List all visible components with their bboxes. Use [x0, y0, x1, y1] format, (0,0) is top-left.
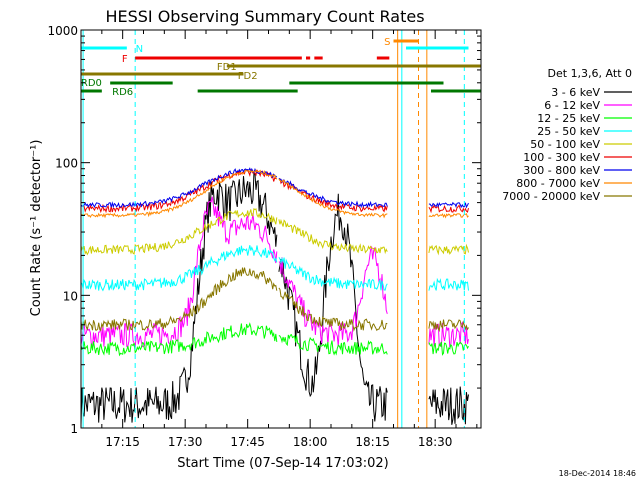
series-trace — [80, 245, 469, 292]
y-tick-label: 1000 — [47, 24, 78, 38]
y-tick-label: 1 — [70, 422, 78, 436]
series-trace — [80, 196, 469, 349]
y-tick-label: 10 — [63, 289, 78, 303]
y-tick-label: 100 — [55, 157, 78, 171]
legend-label: 12 - 25 keV — [537, 112, 600, 125]
x-tick-label: 17:30 — [168, 435, 203, 449]
flag-label: RD6 — [112, 87, 133, 98]
y-axis-label: Count Rate (s⁻¹ detector⁻¹) — [29, 140, 44, 317]
legend-label: 50 - 100 keV — [530, 138, 600, 151]
legend-label: 100 - 300 keV — [523, 151, 600, 164]
legend-label: 6 - 12 keV — [544, 99, 600, 112]
legend-label: 3 - 6 keV — [551, 86, 600, 99]
chart-title: HESSI Observing Summary Count Rates — [105, 7, 424, 26]
footer-date: 18-Dec-2014 18:46 — [559, 469, 636, 478]
series-trace — [80, 172, 469, 425]
plot-data-area — [80, 167, 469, 425]
x-tick-label: 18:00 — [293, 435, 328, 449]
x-tick-label: 18:30 — [418, 435, 453, 449]
legend-label: 800 - 7000 keV — [516, 177, 600, 190]
series-trace — [80, 169, 469, 219]
legend-title: Det 1,3,6, Att 0 — [548, 67, 632, 80]
flag-label: FD2 — [238, 71, 258, 82]
series-trace — [80, 167, 469, 209]
x-tick-label: 17:45 — [230, 435, 265, 449]
legend-label: 7000 - 20000 keV — [502, 190, 600, 203]
plot-axes: 17:15 17:30 17:45 18:00 18:15 18:30 1 10 100 1000 — [47, 24, 482, 449]
x-tick-label: 17:15 — [105, 435, 140, 449]
legend-label: 300 - 800 keV — [523, 164, 600, 177]
legend-label: 25 - 50 keV — [537, 125, 600, 138]
series-trace — [80, 207, 469, 256]
plot-frame — [80, 29, 482, 429]
series-trace — [80, 322, 469, 357]
flag-label: RD0 — [81, 78, 102, 89]
flag-label: S — [384, 37, 390, 48]
series-trace — [80, 267, 469, 333]
flag-label: N — [136, 44, 143, 55]
x-tick-label: 18:15 — [355, 435, 390, 449]
flag-label: F — [122, 54, 128, 65]
flag-label: FD1 — [217, 62, 237, 73]
x-axis-label: Start Time (07-Sep-14 17:03:02) — [177, 456, 388, 471]
